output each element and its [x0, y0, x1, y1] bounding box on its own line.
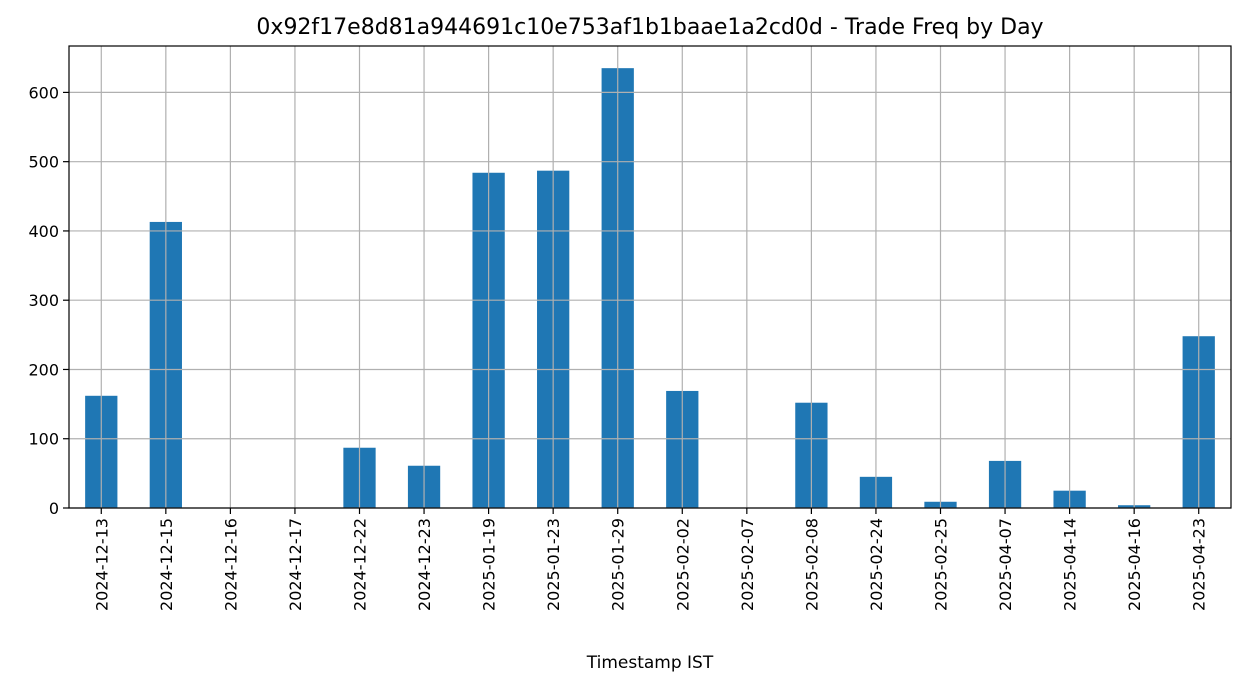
y-tick-label: 100 — [28, 430, 59, 449]
x-tick-label: 2024-12-22 — [351, 518, 370, 611]
y-tick-label: 200 — [28, 360, 59, 379]
x-tick-label: 2024-12-16 — [221, 518, 240, 611]
x-tick-label: 2025-02-25 — [932, 518, 951, 611]
y-tick-label: 0 — [49, 499, 59, 518]
x-tick-label: 2025-04-16 — [1125, 518, 1144, 611]
x-tick-label: 2025-01-29 — [609, 518, 628, 611]
y-tick-label: 500 — [28, 153, 59, 172]
x-tick-label: 2024-12-23 — [415, 518, 434, 611]
x-tick-label: 2025-02-02 — [673, 518, 692, 611]
axes-layer — [68, 45, 1232, 509]
x-tick-label: 2024-12-17 — [286, 518, 305, 611]
y-tick-label: 600 — [28, 83, 59, 102]
y-tick-label: 300 — [28, 291, 59, 310]
x-tick-label: 2025-02-07 — [738, 518, 757, 611]
x-tick-label: 2025-01-19 — [480, 518, 499, 611]
bars-layer — [69, 46, 1231, 509]
x-tick-label: 2025-04-23 — [1190, 518, 1209, 611]
x-axis-label: Timestamp IST — [586, 653, 714, 673]
plot-frame — [68, 45, 1232, 509]
x-tick-label: 2025-04-07 — [996, 518, 1015, 611]
x-tick-label: 2025-04-14 — [1061, 518, 1080, 611]
ticks-layer: 0 100 200 300 400 500 600 2024-12-13 2024-12-15 2… — [28, 83, 1208, 611]
x-tick-label: 2024-12-15 — [157, 518, 176, 611]
x-tick-label: 2025-02-24 — [867, 518, 886, 611]
chart-title: 0x92f17e8d81a944691c10e753af1b1baae1a2cd… — [256, 15, 1043, 40]
x-tick-label: 2025-02-08 — [802, 518, 821, 611]
x-tick-label: 2025-01-23 — [544, 518, 563, 611]
x-tick-label: 2024-12-13 — [92, 518, 111, 611]
y-tick-label: 400 — [28, 222, 59, 241]
